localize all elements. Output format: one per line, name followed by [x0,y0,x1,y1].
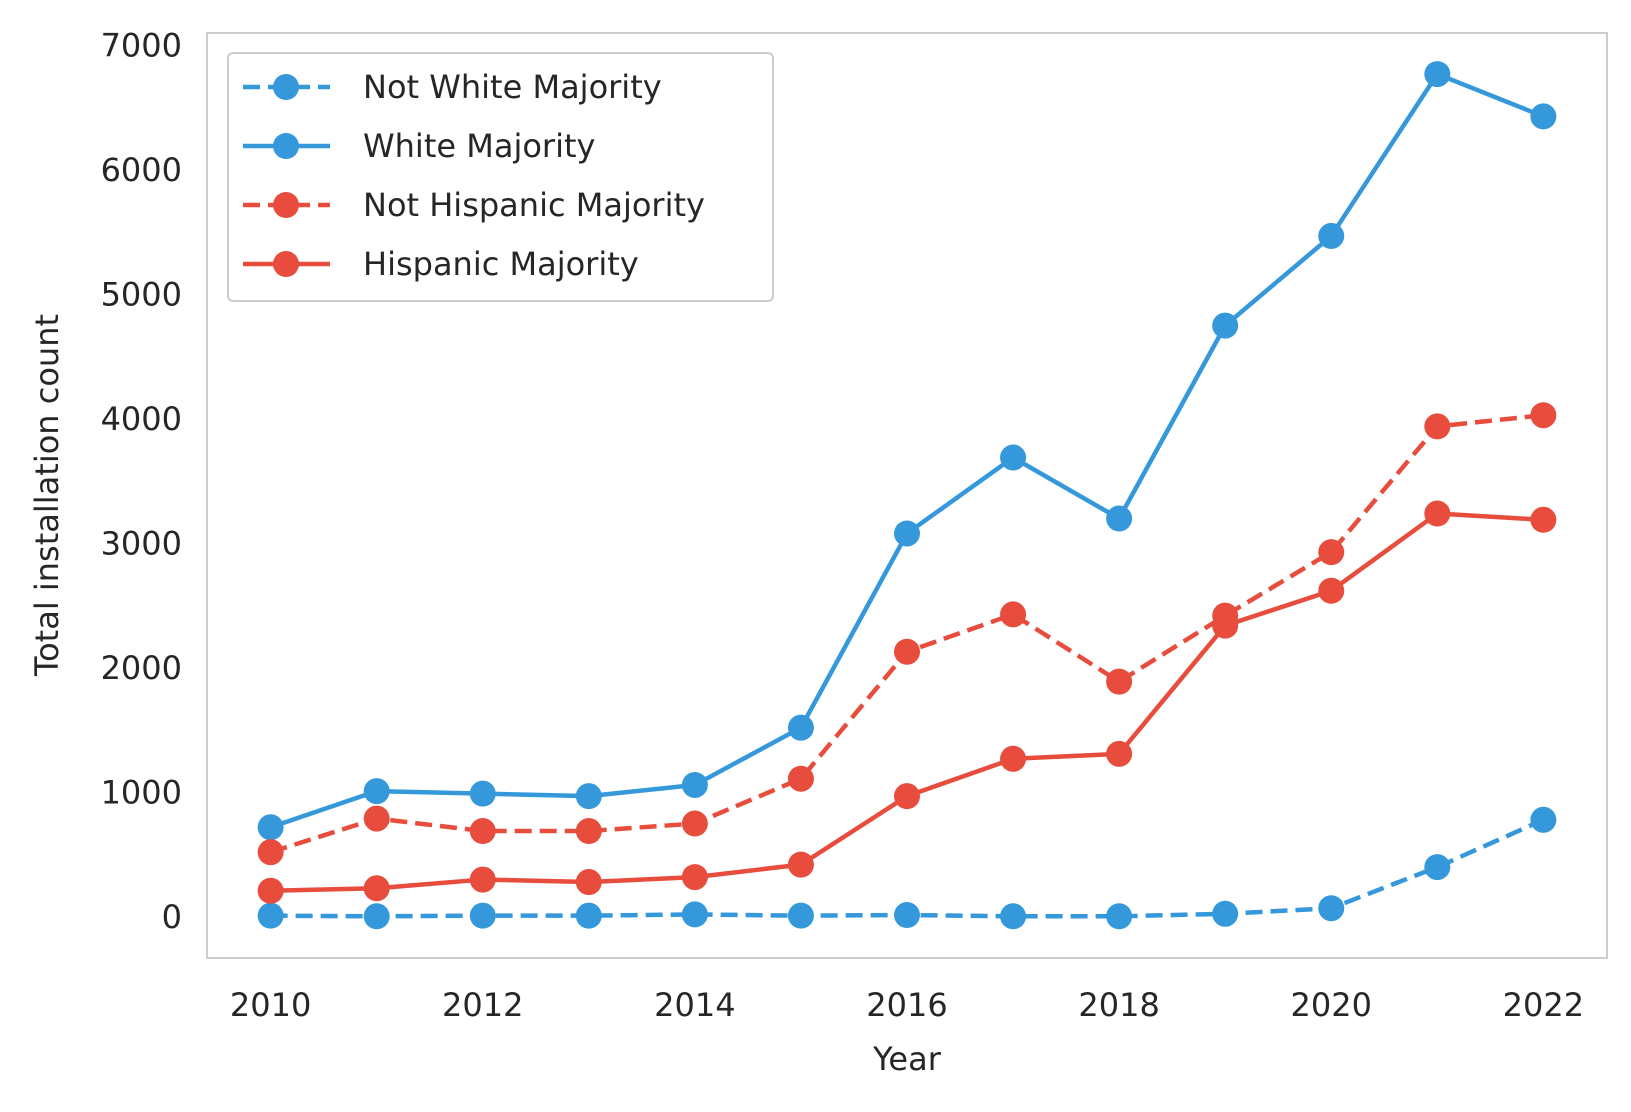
data-point [894,783,920,810]
data-point [1424,500,1451,527]
legend-label: White Majority [363,127,595,165]
data-point [363,875,390,902]
data-point [469,902,496,929]
x-axis: 2010 2012 2014 2016 2018 2020 2022 [230,986,1584,1024]
data-point [1106,740,1133,767]
data-point [1318,577,1345,604]
legend: Not White Majority White Majority Not Hisp… [227,52,774,302]
data-point [681,810,708,837]
data-point [363,805,390,832]
series-not-hispanic-majority [257,402,1557,866]
data-point [469,818,496,845]
data-point [1106,903,1133,930]
legend-label: Not White Majority [363,68,662,106]
data-point [1530,103,1557,130]
data-point [469,866,496,893]
y-tick-label: 1000 [101,773,182,811]
data-point [1106,668,1133,695]
data-point [1530,806,1557,833]
data-point [575,818,602,845]
data-point [894,902,920,929]
data-point [1318,895,1345,922]
plot-frame [206,32,1608,959]
y-tick-label: 7000 [101,26,182,64]
data-point [787,714,814,741]
x-tick-label: 2010 [230,986,311,1024]
series-layer [257,61,1557,930]
data-point [1212,612,1239,639]
series-line-not-white-majority [270,817,1545,919]
data-point [787,765,814,792]
data-point [787,851,814,878]
data-point [1212,900,1239,927]
data-point [469,780,496,807]
data-point [1106,505,1133,532]
data-point [1530,506,1557,533]
y-axis-title: Total installation count [28,314,66,677]
legend-label: Not Hispanic Majority [363,186,705,224]
data-point [257,814,284,841]
data-point [363,778,390,805]
data-point [894,520,920,547]
data-point [1000,444,1027,471]
data-point [1000,601,1027,628]
data-point [1424,413,1451,440]
data-point [894,638,920,665]
data-point [681,771,708,798]
legend-item-hispanic-majority: Hispanic Majority [243,245,639,283]
data-point [1424,61,1451,88]
data-point [681,901,708,928]
y-tick-label: 0 [162,898,182,936]
data-point [257,839,284,866]
data-point [1424,854,1451,881]
data-point [1318,539,1345,566]
legend-marker [273,133,299,159]
legend-frame [227,52,774,302]
series-hispanic-majority [257,500,1557,904]
series-line-hispanic-majority [270,511,1544,894]
y-tick-label: 4000 [101,400,182,438]
x-tick-label: 2012 [442,986,523,1024]
x-axis-title: Year [872,1040,942,1078]
x-tick-label: 2020 [1291,986,1372,1024]
data-point [681,864,708,891]
data-point [787,902,814,929]
data-point [1000,903,1027,930]
legend-item-not-hispanic-majority: Not Hispanic Majority [243,186,705,224]
data-point [1212,312,1239,339]
series-not-white-majority [257,806,1557,930]
legend-marker [273,251,299,277]
data-point [1000,745,1027,772]
data-point [575,783,602,810]
y-tick-label: 5000 [101,275,182,313]
data-point [363,903,390,930]
data-point [575,869,602,896]
x-tick-label: 2018 [1078,986,1159,1024]
legend-item-not-white-majority: Not White Majority [243,68,662,106]
y-tick-label: 2000 [101,649,182,687]
x-tick-label: 2016 [866,986,947,1024]
data-point [257,902,284,929]
data-point [1530,402,1557,429]
x-tick-label: 2014 [654,986,735,1024]
data-point [257,877,284,904]
data-point [1318,222,1345,249]
legend-marker [273,192,299,218]
y-axis: 0 1000 2000 3000 4000 5000 6000 7000 [101,26,182,935]
legend-label: Hispanic Majority [363,245,639,283]
legend-marker [273,74,299,100]
x-tick-label: 2022 [1503,986,1584,1024]
data-point [575,902,602,929]
y-tick-label: 6000 [101,151,182,189]
series-white-majority [257,61,1557,841]
y-tick-label: 3000 [101,524,182,562]
legend-item-white-majority: White Majority [243,127,595,165]
